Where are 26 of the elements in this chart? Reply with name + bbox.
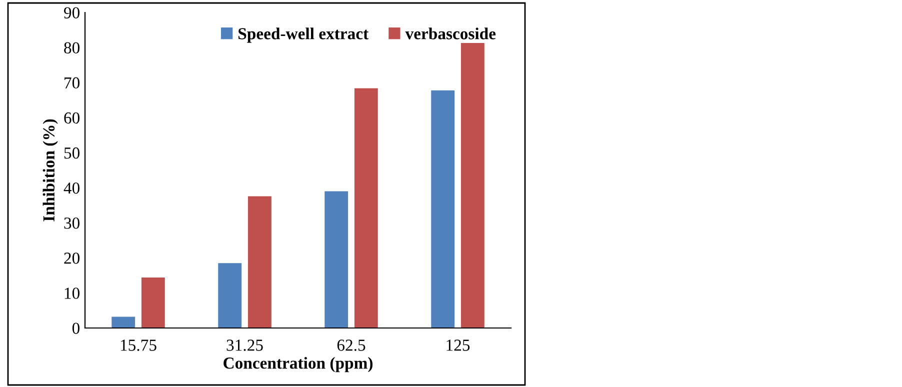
bar	[248, 196, 272, 328]
bar	[324, 191, 348, 328]
y-axis-title: Inhibition (%)	[42, 119, 58, 222]
y-tick-label: 90	[64, 7, 80, 18]
y-tick-label: 20	[64, 252, 80, 264]
legend-label: Speed-well extract	[238, 28, 369, 43]
x-tick-label: 62.5	[337, 340, 366, 351]
bar	[141, 278, 165, 328]
bar	[460, 43, 484, 328]
bar	[218, 263, 242, 328]
x-axis-title: Concentration (ppm)	[224, 357, 372, 372]
legend-label: verbascoside	[405, 28, 496, 40]
x-tick-label: 125	[446, 340, 470, 351]
y-tick-label: 10	[64, 288, 80, 299]
bar	[354, 88, 378, 328]
bar	[431, 90, 455, 328]
y-tick-label: 80	[64, 42, 80, 54]
y-tick-label: 70	[64, 77, 80, 89]
y-tick-label: 60	[64, 112, 80, 124]
x-tick-label: 31.25	[226, 340, 263, 351]
y-tick-label: 0	[72, 322, 80, 334]
y-tick-label: 30	[64, 218, 80, 229]
bar	[112, 316, 136, 328]
y-tick-label: 50	[64, 147, 80, 159]
x-tick-label: 15.75	[120, 340, 156, 351]
y-tick-label: 40	[64, 182, 80, 194]
